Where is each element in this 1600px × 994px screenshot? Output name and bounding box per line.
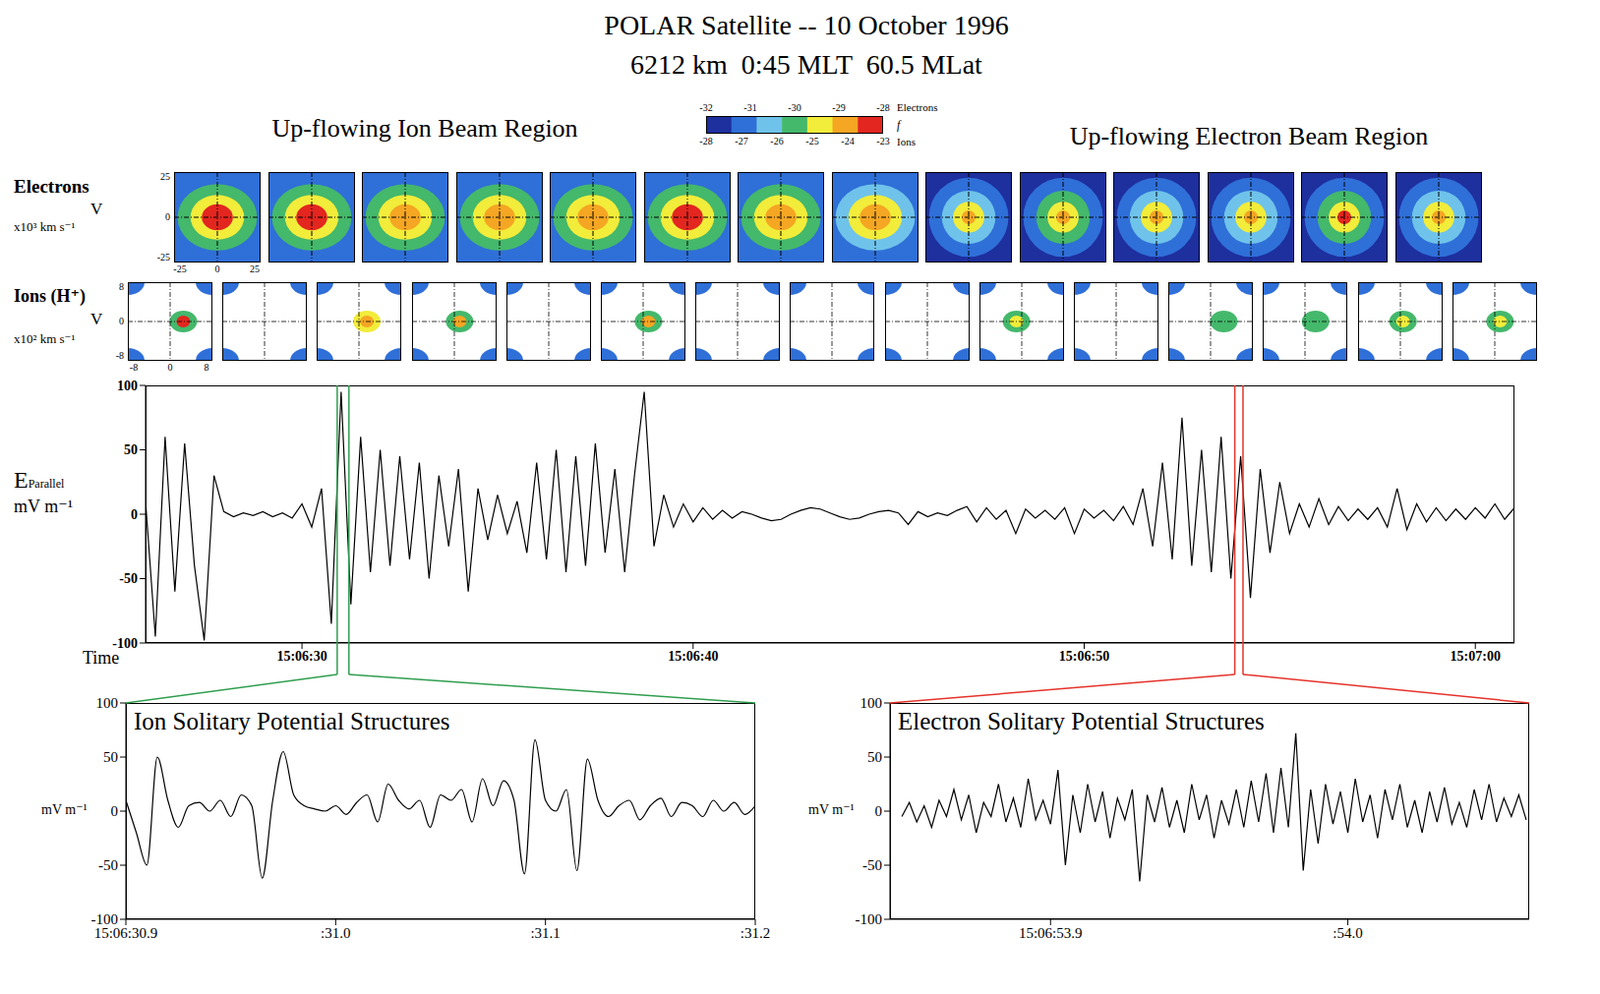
html-text:-26: -26 xyxy=(770,135,784,147)
svg-text:0: 0 xyxy=(130,507,138,523)
svg-text:15:06:30.9: 15:06:30.9 xyxy=(94,925,158,941)
svg-text::31.1: :31.1 xyxy=(530,925,560,942)
html-text:-28: -28 xyxy=(699,135,713,147)
html-text:-31: -31 xyxy=(743,102,757,114)
html-text:0: 0 xyxy=(165,211,171,223)
html-text:-8: -8 xyxy=(115,350,124,361)
html-text:Ion Solitary Potential Structu: Ion Solitary Potential Structures xyxy=(133,708,450,735)
svg-text:-100: -100 xyxy=(855,911,884,928)
svg-text:0: 0 xyxy=(111,803,119,820)
html-text:0: 0 xyxy=(167,361,173,373)
html-text:Ions: Ions xyxy=(896,135,916,148)
html-text:-32: -32 xyxy=(699,102,713,114)
svg-text:0: 0 xyxy=(875,803,884,820)
html-text:mV m⁻¹: mV m⁻¹ xyxy=(808,802,855,818)
svg-text::54.0: :54.0 xyxy=(1332,925,1363,942)
svg-text:50: 50 xyxy=(123,442,138,458)
html-text:Up-flowing Ion Beam Region: Up-flowing Ion Beam Region xyxy=(271,114,578,143)
svg-text:-50: -50 xyxy=(862,857,883,874)
svg-text:15:07:00: 15:07:00 xyxy=(1450,649,1501,664)
html-text:mV m⁻¹: mV m⁻¹ xyxy=(13,496,73,517)
html-text:-8: -8 xyxy=(129,361,138,373)
html-text:Electron Solitary Potential St: Electron Solitary Potential Structures xyxy=(897,708,1265,735)
html-text:V: V xyxy=(90,309,103,329)
svg-text:15:06:40: 15:06:40 xyxy=(667,649,718,664)
html-text:x10² km s⁻¹: x10² km s⁻¹ xyxy=(13,331,76,347)
html-text:f: f xyxy=(896,118,901,132)
html-text:25: 25 xyxy=(160,171,171,182)
html-text:Ions (H⁺): Ions (H⁺) xyxy=(13,286,86,306)
svg-text:15:06:53.9: 15:06:53.9 xyxy=(1018,925,1083,942)
html-text:mV m⁻¹: mV m⁻¹ xyxy=(41,802,88,818)
html-text:-27: -27 xyxy=(734,135,749,147)
html-text:V: V xyxy=(90,199,103,219)
html-text:0: 0 xyxy=(214,263,220,275)
html-text:-24: -24 xyxy=(841,135,855,147)
html-text:8: 8 xyxy=(204,361,209,373)
svg-text:100: 100 xyxy=(860,695,884,712)
html-text:EParallel: EParallel xyxy=(13,467,65,493)
html-text:Electrons: Electrons xyxy=(13,176,90,197)
svg-text:100: 100 xyxy=(96,695,119,712)
svg-text::31.0: :31.0 xyxy=(320,925,351,942)
html-text:-25: -25 xyxy=(805,135,819,147)
svg-text:-100: -100 xyxy=(91,911,119,928)
svg-text:15:06:50: 15:06:50 xyxy=(1059,649,1110,664)
html-text:6212 km 0:45 MLT 60.5 MLat: 6212 km 0:45 MLT 60.5 MLat xyxy=(630,49,983,80)
svg-text:15:06:30: 15:06:30 xyxy=(276,649,327,664)
svg-text:50: 50 xyxy=(103,749,119,766)
html-text:0: 0 xyxy=(118,315,124,327)
html-text:8: 8 xyxy=(118,281,124,293)
html-text:Up-flowing Electron Beam Regio: Up-flowing Electron Beam Region xyxy=(1069,121,1429,151)
html-text:-28: -28 xyxy=(876,102,890,114)
html-text:-29: -29 xyxy=(832,102,846,114)
svg-text:100: 100 xyxy=(117,378,138,394)
html-text:-30: -30 xyxy=(788,102,802,114)
html-text:-23: -23 xyxy=(876,135,890,147)
html-text:-25: -25 xyxy=(173,263,187,275)
html-text:-25: -25 xyxy=(157,251,171,263)
svg-text:-50: -50 xyxy=(98,857,119,874)
html-text:Time: Time xyxy=(82,648,120,668)
html-text:25: 25 xyxy=(249,263,260,275)
html-text:x10³ km s⁻¹: x10³ km s⁻¹ xyxy=(13,219,76,235)
svg-text:-50: -50 xyxy=(118,571,138,587)
html-text:POLAR Satellite -- 10 October: POLAR Satellite -- 10 October 1996 xyxy=(604,9,1009,41)
html-text:Electrons: Electrons xyxy=(896,101,938,114)
svg-text::31.2: :31.2 xyxy=(740,925,771,942)
svg-text:-100: -100 xyxy=(112,636,138,652)
svg-text:50: 50 xyxy=(867,749,883,766)
